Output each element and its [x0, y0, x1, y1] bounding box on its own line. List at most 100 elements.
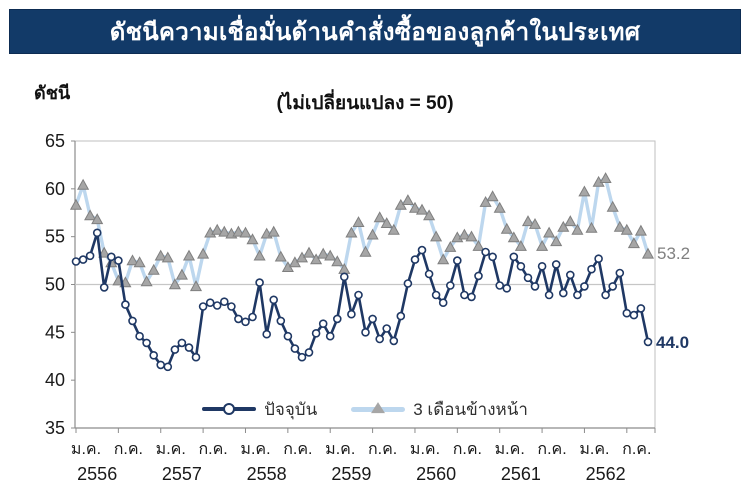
triangle-marker: [317, 247, 330, 259]
triangle-marker: [486, 190, 499, 202]
triangle-marker: [168, 278, 181, 290]
triangle-marker: [585, 221, 598, 233]
circle-marker: [573, 290, 582, 300]
circle-marker: [594, 254, 603, 264]
circle-marker: [170, 345, 180, 354]
circle-marker: [198, 302, 208, 311]
circle-marker: [502, 283, 512, 293]
triangle-marker: [218, 225, 231, 237]
triangle-marker: [500, 222, 513, 234]
circle-marker: [452, 256, 462, 265]
triangle-marker: [69, 198, 83, 210]
triangle-marker: [182, 249, 196, 261]
triangle-marker: [507, 231, 520, 243]
triangle-marker: [401, 194, 414, 205]
circle-marker: [92, 228, 102, 238]
circle-marker: [403, 279, 413, 288]
triangle-marker: [528, 217, 542, 229]
x-tick-month-label: ก.ค.: [453, 441, 482, 458]
triangle-marker: [521, 215, 535, 227]
x-tick-month-label: ก.ค.: [537, 441, 566, 458]
circle-marker: [107, 252, 116, 262]
triangle-marker: [246, 233, 259, 245]
circle-marker: [248, 312, 257, 322]
x-axis: ม.ค. ก.ค. ม.ค. ก.ค. ม.ค. ก.ค. ม.ค. ก.ค. ม.ค. ก.ค.…: [71, 428, 656, 484]
triangle-marker: [133, 256, 146, 268]
circle-marker: [530, 282, 540, 291]
triangle-marker: [189, 280, 203, 292]
y-tick-label: 50: [45, 275, 65, 295]
circle-marker: [516, 261, 526, 271]
triangle-marker: [232, 225, 245, 237]
x-tick-month-label: ม.ค.: [240, 441, 270, 458]
series-line: [74, 176, 650, 289]
circle-marker: [78, 255, 88, 264]
circle-marker: [311, 328, 321, 338]
x-year-label: 2558: [247, 464, 287, 484]
triangle-marker: [147, 263, 160, 275]
triangle-marker: [366, 228, 379, 240]
triangle-marker: [345, 226, 358, 238]
circle-marker: [361, 327, 370, 337]
circle-marker: [262, 329, 272, 339]
x-tick-month-label: ม.ค.: [156, 441, 186, 458]
triangle-marker: [324, 249, 337, 261]
circle-marker: [128, 316, 137, 326]
circle-marker: [304, 348, 314, 357]
circle-marker: [135, 331, 144, 341]
circle-marker: [643, 337, 653, 347]
x-year-label: 2560: [416, 464, 456, 484]
x-tick-month-label: ก.ค.: [114, 441, 143, 458]
x-tick-month-label: ม.ค.: [325, 441, 355, 458]
triangle-marker: [408, 201, 422, 213]
triangle-marker: [331, 255, 344, 267]
series-forecast: [69, 172, 655, 292]
circle-marker: [389, 336, 399, 346]
circle-marker: [580, 282, 589, 291]
triangle-marker: [627, 237, 640, 249]
y-tick-label: 60: [45, 179, 65, 199]
circle-marker: [184, 343, 194, 352]
circle-marker: [339, 272, 349, 282]
circle-marker: [551, 260, 561, 269]
triangle-marker: [613, 220, 626, 232]
triangle-marker: [310, 253, 323, 265]
circle-marker: [85, 251, 95, 261]
circle-marker: [220, 297, 229, 307]
x-tick-month-label: ม.ค.: [495, 441, 525, 458]
circle-marker: [318, 319, 328, 329]
triangle-marker: [140, 275, 153, 287]
circle-marker: [382, 324, 392, 333]
chart-title: ดัชนีความเชื่อมั่นด้านคำสั่งซื้อของลูกค้…: [109, 19, 641, 46]
x-tick-month-label: ม.ค.: [71, 441, 101, 458]
circle-marker: [142, 338, 151, 348]
triangle-marker: [98, 246, 111, 258]
triangle-marker: [564, 215, 577, 227]
y-tick-label: 55: [45, 227, 65, 247]
x-tick-month-label: ม.ค.: [410, 441, 440, 458]
triangle-marker: [606, 200, 619, 212]
triangle-marker: [430, 230, 443, 242]
circle-marker: [255, 278, 264, 287]
circle-marker: [283, 331, 293, 341]
circle-marker: [509, 252, 519, 262]
series-line: [74, 231, 650, 369]
triangle-marker: [423, 209, 436, 221]
circle-marker: [177, 338, 187, 348]
triangle-marker: [557, 220, 570, 232]
circle-marker: [375, 334, 385, 344]
triangle-marker: [302, 246, 316, 258]
y-tick-label: 40: [45, 370, 65, 390]
triangle-marker: [599, 172, 612, 183]
circle-marker: [325, 331, 335, 341]
circle-marker: [368, 314, 377, 324]
circle-marker: [205, 298, 215, 308]
series-current: [71, 228, 653, 372]
circle-marker: [474, 271, 483, 281]
circle-marker: [587, 264, 596, 274]
y-tick-label: 35: [45, 418, 65, 438]
circle-marker: [297, 352, 307, 362]
x-tick-month-label: ม.ค.: [579, 441, 609, 458]
triangle-marker: [211, 223, 224, 235]
circle-marker: [460, 290, 469, 300]
